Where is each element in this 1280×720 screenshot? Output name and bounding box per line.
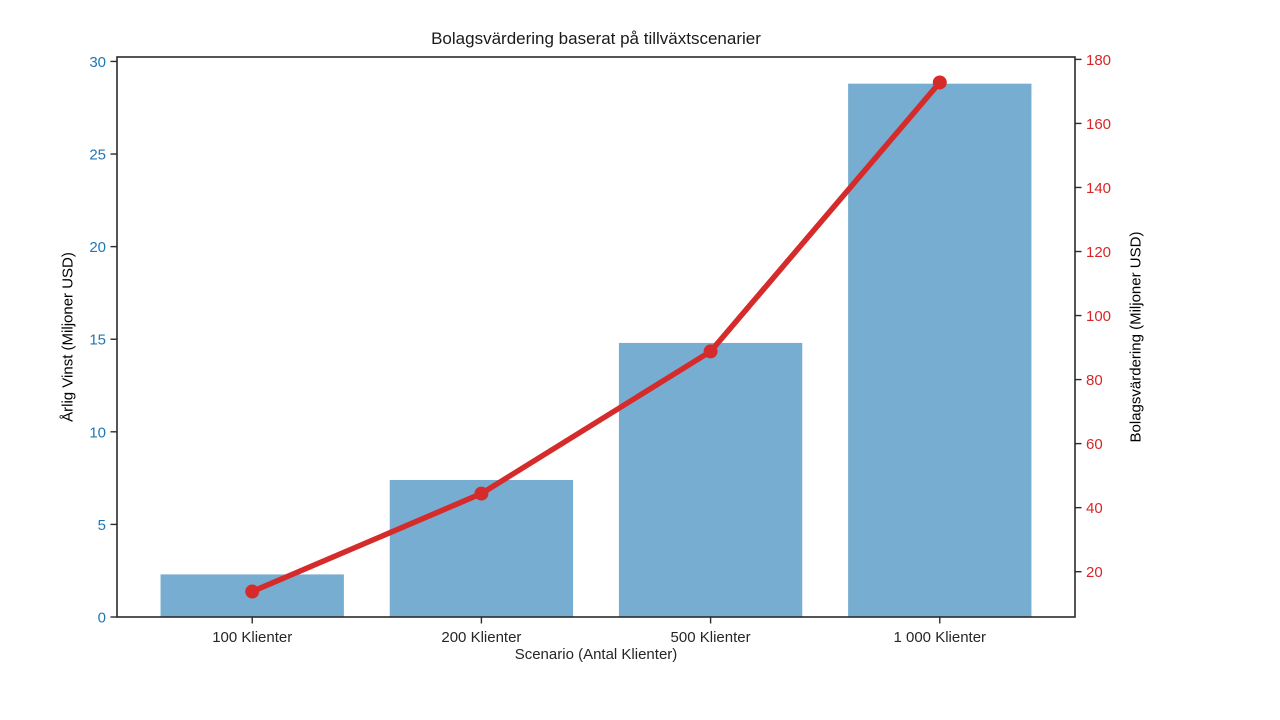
valuation-line <box>249 79 943 595</box>
x-tick-label: 200 Klienter <box>441 629 521 646</box>
right-tick-label: 160 <box>1086 116 1111 133</box>
left-tick-label: 5 <box>98 517 106 534</box>
right-tick-label: 140 <box>1086 180 1111 197</box>
line-marker-0 <box>245 584 260 599</box>
right-tick-label: 60 <box>1086 436 1103 453</box>
right-tick-label: 100 <box>1086 308 1111 325</box>
left-tick-label: 20 <box>89 239 106 256</box>
x-tick-label: 500 Klienter <box>671 629 751 646</box>
bar-1-000-klienter <box>848 83 1032 617</box>
line-marker-1 <box>474 486 489 501</box>
axes-box <box>116 56 1076 618</box>
bar-500-klienter <box>618 342 803 617</box>
right-tick-label: 120 <box>1086 244 1111 261</box>
bar-200-klienter <box>389 479 574 617</box>
x-axis-label: Scenario (Antal Klienter) <box>514 646 678 663</box>
right-tick-label: 180 <box>1086 52 1111 69</box>
chart-title: Bolagsvärdering baserat på tillväxtscena… <box>431 29 761 48</box>
x-tick-label: 100 Klienter <box>212 629 292 646</box>
line-marker-3 <box>932 75 947 90</box>
right-tick-label: 80 <box>1086 372 1103 389</box>
right-tick-label: 20 <box>1086 564 1103 581</box>
left-tick-label: 25 <box>89 147 106 164</box>
left-tick-label: 30 <box>89 54 106 71</box>
x-tick-label: 1 000 Klienter <box>893 629 986 646</box>
left-tick-label: 0 <box>98 610 106 627</box>
left-tick-label: 10 <box>89 424 106 441</box>
line-marker-2 <box>703 344 718 359</box>
left-tick-label: 15 <box>89 332 106 349</box>
right-tick-label: 40 <box>1086 500 1103 517</box>
